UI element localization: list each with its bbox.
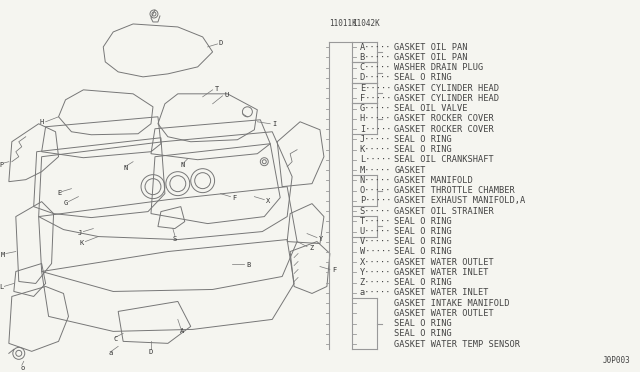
Text: X: X bbox=[266, 198, 271, 203]
Text: a·····: a····· bbox=[360, 289, 391, 298]
Text: N·····: N····· bbox=[360, 176, 391, 185]
Text: X·····: X····· bbox=[360, 258, 391, 267]
Text: GASKET WATER TEMP SENSOR: GASKET WATER TEMP SENSOR bbox=[394, 340, 520, 349]
Text: J0P003: J0P003 bbox=[602, 356, 630, 365]
Text: SEAL O RING: SEAL O RING bbox=[394, 145, 452, 154]
Text: V·····: V····· bbox=[360, 237, 391, 246]
Text: GASKET ROCKER COVER: GASKET ROCKER COVER bbox=[394, 114, 494, 123]
Text: F: F bbox=[232, 195, 237, 201]
Text: GASKET MANIFOLD: GASKET MANIFOLD bbox=[394, 176, 473, 185]
Text: E·····: E····· bbox=[360, 84, 391, 93]
Text: SEAL OIL VALVE: SEAL OIL VALVE bbox=[394, 104, 468, 113]
Text: GASKET: GASKET bbox=[394, 166, 426, 174]
Text: GASKET WATER INLET: GASKET WATER INLET bbox=[394, 289, 489, 298]
Text: U: U bbox=[225, 92, 228, 98]
Text: SEAL O RING: SEAL O RING bbox=[394, 73, 452, 82]
Text: N: N bbox=[180, 162, 185, 168]
Text: SEAL O RING: SEAL O RING bbox=[394, 227, 452, 236]
Text: o: o bbox=[20, 365, 25, 371]
Text: J·····: J····· bbox=[360, 135, 391, 144]
Text: A: A bbox=[180, 328, 184, 334]
Text: E: E bbox=[58, 190, 62, 196]
Text: C: C bbox=[113, 336, 118, 342]
Text: B·····: B····· bbox=[360, 53, 391, 62]
Text: SEAL O RING: SEAL O RING bbox=[394, 319, 452, 328]
Text: 11011K: 11011K bbox=[329, 19, 356, 28]
Text: 11042K: 11042K bbox=[352, 19, 380, 28]
Text: L: L bbox=[0, 285, 3, 291]
Text: Y·····: Y····· bbox=[360, 268, 391, 277]
Text: O·····: O····· bbox=[360, 186, 391, 195]
Text: G·····: G····· bbox=[360, 104, 391, 113]
Text: GASKET INTAKE MANIFOLD: GASKET INTAKE MANIFOLD bbox=[394, 299, 510, 308]
Text: GASKET ROCKER COVER: GASKET ROCKER COVER bbox=[394, 125, 494, 134]
Text: GASKET OIL PAN: GASKET OIL PAN bbox=[394, 53, 468, 62]
Text: N: N bbox=[123, 165, 127, 171]
Text: H: H bbox=[40, 119, 44, 125]
Text: D: D bbox=[149, 349, 153, 355]
Text: GASKET WATER OUTLET: GASKET WATER OUTLET bbox=[394, 258, 494, 267]
Text: T: T bbox=[214, 86, 219, 92]
Text: SEAL O RING: SEAL O RING bbox=[394, 247, 452, 257]
Text: Z: Z bbox=[309, 244, 313, 250]
Text: F: F bbox=[332, 267, 336, 273]
Text: H·····: H····· bbox=[360, 114, 391, 123]
Text: S·····: S····· bbox=[360, 206, 391, 215]
Text: a: a bbox=[108, 350, 113, 356]
Text: U·····: U····· bbox=[360, 227, 391, 236]
Text: Y: Y bbox=[319, 235, 323, 241]
Text: SEAL O RING: SEAL O RING bbox=[394, 278, 452, 287]
Text: SEAL OIL CRANKSHAFT: SEAL OIL CRANKSHAFT bbox=[394, 155, 494, 164]
Text: GASKET OIL PAN: GASKET OIL PAN bbox=[394, 42, 468, 52]
Text: D·····: D····· bbox=[360, 73, 391, 82]
Text: C·····: C····· bbox=[360, 63, 391, 72]
Text: F·····: F····· bbox=[360, 94, 391, 103]
Text: G: G bbox=[63, 200, 68, 206]
Text: J: J bbox=[77, 230, 82, 235]
Text: P·····: P····· bbox=[360, 196, 391, 205]
Text: SEAL O RING: SEAL O RING bbox=[394, 237, 452, 246]
Text: GASKET EXHAUST MANIFOLD,A: GASKET EXHAUST MANIFOLD,A bbox=[394, 196, 525, 205]
Text: M: M bbox=[1, 251, 5, 257]
Text: I·····: I····· bbox=[360, 125, 391, 134]
Text: I: I bbox=[272, 121, 276, 127]
Text: W·····: W····· bbox=[360, 247, 391, 257]
Text: GASKET CYLINDER HEAD: GASKET CYLINDER HEAD bbox=[394, 84, 499, 93]
Text: K·····: K····· bbox=[360, 145, 391, 154]
Text: L·····: L····· bbox=[360, 155, 391, 164]
Text: SEAL O RING: SEAL O RING bbox=[394, 330, 452, 339]
Text: GASKET WATER INLET: GASKET WATER INLET bbox=[394, 268, 489, 277]
Text: B: B bbox=[246, 262, 251, 267]
Text: Z·····: Z····· bbox=[360, 278, 391, 287]
Text: K: K bbox=[79, 240, 84, 246]
Text: S: S bbox=[173, 235, 177, 241]
Text: SEAL O RING: SEAL O RING bbox=[394, 217, 452, 226]
Text: GASKET WATER OUTLET: GASKET WATER OUTLET bbox=[394, 309, 494, 318]
Text: M·····: M····· bbox=[360, 166, 391, 174]
Text: T·····: T····· bbox=[360, 217, 391, 226]
Text: A·····: A····· bbox=[360, 42, 391, 52]
Text: GASKET THROTTLE CHAMBER: GASKET THROTTLE CHAMBER bbox=[394, 186, 515, 195]
Text: P: P bbox=[0, 162, 3, 168]
Text: SEAL O RING: SEAL O RING bbox=[394, 135, 452, 144]
Text: GASKET CYLINDER HEAD: GASKET CYLINDER HEAD bbox=[394, 94, 499, 103]
Text: WASHER DRAIN PLUG: WASHER DRAIN PLUG bbox=[394, 63, 484, 72]
Text: D: D bbox=[219, 40, 223, 46]
Text: GASKET OIL STRAINER: GASKET OIL STRAINER bbox=[394, 206, 494, 215]
